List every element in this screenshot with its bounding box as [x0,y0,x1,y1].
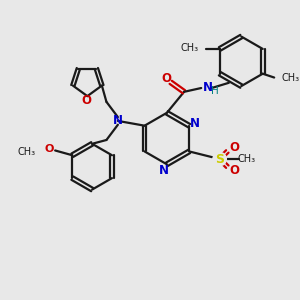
Text: S: S [215,153,224,166]
Text: O: O [45,144,54,154]
Text: O: O [229,141,239,154]
Text: O: O [229,164,239,177]
Text: O: O [81,94,92,107]
Text: H: H [211,86,218,96]
Text: CH₃: CH₃ [282,73,300,82]
Text: N: N [203,81,213,94]
Text: CH₃: CH₃ [18,147,36,158]
Text: O: O [161,72,171,85]
Text: CH₃: CH₃ [181,43,199,53]
Text: N: N [159,164,169,176]
Text: N: N [113,114,123,128]
Text: CH₃: CH₃ [237,154,256,164]
Text: N: N [190,117,200,130]
Circle shape [213,152,226,166]
